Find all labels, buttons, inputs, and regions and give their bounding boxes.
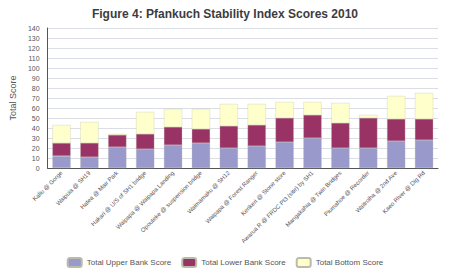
svg-text:Figure 4: Pfankuch Stability I: Figure 4: Pfankuch Stability Index Score… xyxy=(92,7,358,21)
svg-text:Kaeo River @ Dig Rd: Kaeo River @ Dig Rd xyxy=(381,170,426,215)
svg-text:Total Upper Bank Score: Total Upper Bank Score xyxy=(87,258,172,267)
svg-text:Waipapa @ Waipapa Landing: Waipapa @ Waipapa Landing xyxy=(115,170,175,230)
svg-text:20: 20 xyxy=(32,145,40,152)
svg-text:Awarua R @ FRDC Pt3 (site) by: Awarua R @ FRDC Pt3 (site) by SH1 xyxy=(240,169,315,245)
svg-text:Total Lower Bank Score: Total Lower Bank Score xyxy=(201,258,286,267)
svg-text:Piumahoe @ Recorder: Piumahoe @ Recorder xyxy=(323,170,370,217)
svg-text:40: 40 xyxy=(32,125,40,132)
svg-text:Kaliu @ Gorge: Kaliu @ Gorge xyxy=(31,169,64,202)
svg-text:110: 110 xyxy=(28,55,39,62)
svg-text:Waipapa @ Forest Ranger: Waipapa @ Forest Ranger xyxy=(204,170,258,224)
svg-text:Kerikeri @ Stone store: Kerikeri @ Stone store xyxy=(240,169,287,216)
svg-text:140: 140 xyxy=(28,25,40,32)
svg-text:Waipuia @ SH19: Waipuia @ SH19 xyxy=(54,169,92,207)
svg-text:Waimamaku @ SH12: Waimamaku @ SH12 xyxy=(186,169,231,215)
svg-text:100: 100 xyxy=(28,65,40,72)
svg-text:Mangakahia @ Twin Bridges: Mangakahia @ Twin Bridges xyxy=(284,170,342,228)
svg-text:30: 30 xyxy=(32,135,40,142)
svg-text:130: 130 xyxy=(28,35,40,42)
svg-text:120: 120 xyxy=(28,45,40,52)
svg-text:Total Bottom Score: Total Bottom Score xyxy=(316,258,384,267)
svg-text:70: 70 xyxy=(32,95,40,102)
svg-text:90: 90 xyxy=(32,75,40,82)
svg-text:Opouteke @ suspension bridge: Opouteke @ suspension bridge xyxy=(139,169,204,234)
svg-text:Hatea @ Mair Park: Hatea @ Mair Park xyxy=(79,169,120,211)
svg-text:Total Score: Total Score xyxy=(8,75,18,120)
svg-text:10: 10 xyxy=(32,155,40,162)
svg-text:Waitroiha @ 2nd Ave: Waitroiha @ 2nd Ave xyxy=(354,169,399,214)
svg-text:80: 80 xyxy=(32,85,40,92)
svg-text:60: 60 xyxy=(32,105,40,112)
svg-text:50: 50 xyxy=(32,115,40,122)
svg-text:Hakari @ U/S of SH1 bridge: Hakari @ U/S of SH1 bridge xyxy=(90,169,148,227)
svg-text:0: 0 xyxy=(36,165,40,172)
